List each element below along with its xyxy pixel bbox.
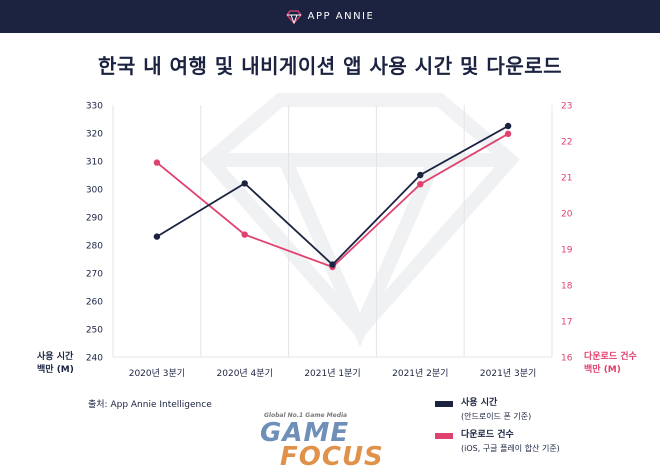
legend-swatch-usage <box>435 401 453 407</box>
right-tick-label: 18 <box>561 282 573 292</box>
right-tick-label: 21 <box>561 174 572 184</box>
gamefocus-watermark: Global No.1 Game Media GAME FOCUS <box>258 412 408 472</box>
left-axis-label-line1: 사용 시간 <box>37 352 74 362</box>
right-axis-title: 다운로드 건수 백만 (M) <box>584 351 637 377</box>
data-point-usage <box>504 122 512 130</box>
left-tick-label: 270 <box>86 270 103 280</box>
watermark-diamond <box>200 93 520 348</box>
data-point-downloads <box>504 130 512 137</box>
data-point-downloads <box>241 231 248 238</box>
legend-swatch-downloads <box>435 433 453 439</box>
app-annie-brand: APP ANNIE <box>285 9 375 24</box>
data-point-usage <box>153 233 161 240</box>
left-axis-label-line2: 백만 (M) <box>37 365 74 375</box>
data-point-usage <box>329 261 336 268</box>
left-axis-title: 사용 시간 백만 (M) <box>37 351 74 377</box>
left-tick-label: 260 <box>86 298 103 308</box>
grid <box>112 105 553 358</box>
watermark-tagline: Global No.1 Game Media <box>264 412 348 419</box>
right-tick-label: 19 <box>561 246 573 256</box>
chart-title: 한국 내 여행 및 내비게이션 앱 사용 시간 및 다운로드 <box>97 54 563 78</box>
data-point-downloads <box>153 159 161 166</box>
right-tick-label: 17 <box>561 318 572 328</box>
right-tick-label: 16 <box>561 354 573 364</box>
x-tick-label: 2020년 3분기 <box>129 368 185 379</box>
left-tick-label: 300 <box>86 186 103 196</box>
left-tick-label: 250 <box>86 326 103 336</box>
right-tick-label: 23 <box>561 102 572 112</box>
right-axis-label-line1: 다운로드 건수 <box>584 352 637 362</box>
left-tick-label: 280 <box>86 242 103 252</box>
source-note: 출처: App Annie Intelligence <box>88 400 212 410</box>
brand-name: APP ANNIE <box>307 11 375 22</box>
right-tick-label: 22 <box>561 138 572 148</box>
series-line-usage <box>156 125 509 266</box>
left-tick-label: 320 <box>86 130 103 140</box>
left-tick-label: 330 <box>86 102 103 112</box>
right-tick-label: 20 <box>561 210 573 220</box>
left-tick-label: 290 <box>86 214 103 224</box>
left-tick-label: 240 <box>86 354 103 364</box>
x-axis-ticks: 2020년 3분기 2020년 4분기 2021년 1분기 2021년 2분기 2021… <box>129 368 537 379</box>
legend-sub-downloads: (iOS, 구글 플레이 합산 기준) <box>461 444 560 453</box>
right-axis-label-line2: 백만 (M) <box>584 365 621 375</box>
watermark-word-game: GAME <box>260 418 350 448</box>
legend-label-usage: 사용 시간 <box>461 398 498 408</box>
data-point-usage <box>241 180 248 187</box>
series-layer <box>153 122 512 271</box>
x-tick-label: 2021년 1분기 <box>304 368 360 379</box>
right-axis-ticks: 16 17 18 19 20 21 22 23 <box>561 102 573 364</box>
left-tick-label: 310 <box>86 158 103 168</box>
x-tick-label: 2021년 2분기 <box>392 368 448 379</box>
left-axis-ticks: 240 250 260 270 280 290 300 310 320 330 <box>86 102 103 364</box>
diamond-logo-icon <box>285 9 302 24</box>
watermark-word-focus: FOCUS <box>280 442 384 472</box>
header-bar: APP ANNIE <box>0 0 660 33</box>
x-tick-label: 2020년 4분기 <box>217 368 273 379</box>
data-point-usage <box>417 171 424 179</box>
x-tick-label: 2021년 3분기 <box>480 368 536 379</box>
legend-sub-usage: (안드로이드 폰 기준) <box>461 412 532 421</box>
legend-label-downloads: 다운로드 건수 <box>461 430 514 440</box>
data-point-downloads <box>417 181 424 188</box>
